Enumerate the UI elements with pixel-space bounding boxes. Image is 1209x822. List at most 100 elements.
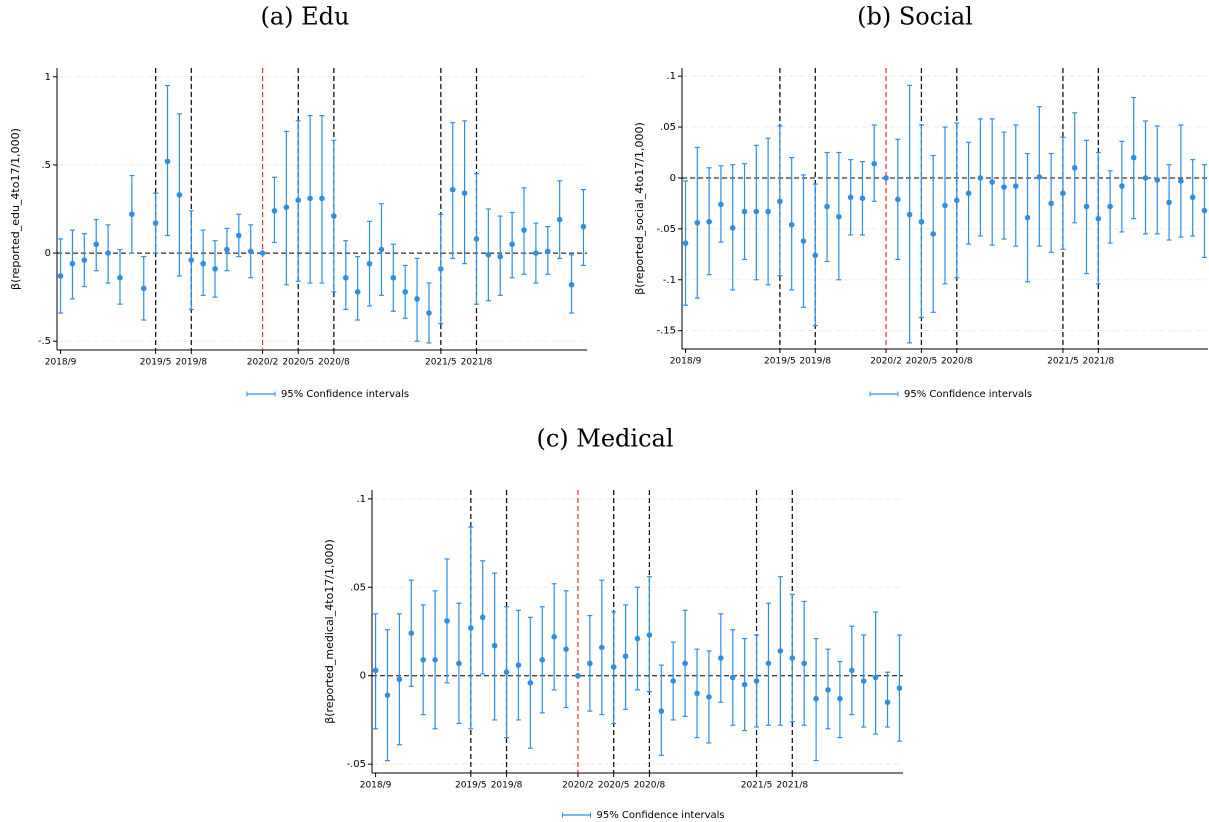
point-estimate xyxy=(568,281,575,288)
point-estimate xyxy=(236,232,242,239)
x-tick-label: 2020/8 xyxy=(318,358,350,368)
point-estimate xyxy=(1178,178,1184,184)
point-estimate xyxy=(420,657,426,663)
point-estimate xyxy=(825,687,831,693)
point-estimate xyxy=(682,240,689,246)
point-estimate xyxy=(847,194,854,201)
point-estimate xyxy=(883,175,889,181)
point-estimate xyxy=(200,260,206,267)
legend-label: 95% Confidence intervals xyxy=(904,389,1032,400)
y-tick-label: 0 xyxy=(670,173,676,184)
point-estimate xyxy=(556,216,563,223)
point-estimate xyxy=(872,674,879,681)
point-estimate xyxy=(176,192,183,198)
point-estimate xyxy=(918,218,925,225)
point-estimate xyxy=(788,221,795,228)
panel: (b) Social β(reported_social_4to17/1,000)… xyxy=(633,3,1208,400)
point-estimate xyxy=(247,248,254,255)
point-estimate xyxy=(497,253,504,260)
x-tick-label: 2018/9 xyxy=(670,357,702,367)
point-estimate xyxy=(105,250,111,256)
point-estimate xyxy=(836,213,842,220)
point-estimate xyxy=(479,614,486,621)
point-estimate xyxy=(930,231,937,237)
point-estimate xyxy=(224,246,230,253)
x-tick-label: 2019/8 xyxy=(799,357,831,367)
point-estimate xyxy=(658,708,665,714)
point-estimate xyxy=(849,667,855,674)
x-tick-label: 2021/8 xyxy=(1082,357,1114,367)
point-estimate xyxy=(977,175,984,181)
legend-label: 95% Confidence intervals xyxy=(281,389,409,400)
panel-title: (b) Social xyxy=(857,3,973,31)
point-estimate xyxy=(473,236,480,242)
point-estimate xyxy=(1083,203,1090,210)
point-estimate xyxy=(295,197,302,203)
point-estimate xyxy=(563,646,569,652)
point-estimate xyxy=(1071,164,1078,171)
point-estimate xyxy=(965,190,972,197)
y-tick-label: 0 xyxy=(360,671,366,682)
point-estimate xyxy=(259,250,266,256)
point-estimate xyxy=(622,653,629,660)
point-estimate xyxy=(152,220,159,226)
point-estimate xyxy=(942,202,948,209)
point-estimate xyxy=(1001,184,1007,190)
point-estimate xyxy=(432,657,438,663)
point-estimate xyxy=(539,657,546,663)
point-estimate xyxy=(837,695,843,702)
point-estimate xyxy=(753,208,760,215)
point-estimate xyxy=(634,635,641,642)
y-tick-label: -.1 xyxy=(663,275,676,286)
legend-label: 95% Confidence intervals xyxy=(597,810,725,821)
point-estimate xyxy=(895,196,901,203)
x-tick-label: 2021/5 xyxy=(1047,357,1079,367)
point-estimate xyxy=(164,158,171,165)
point-estimate xyxy=(402,289,408,295)
y-tick-label: -.5 xyxy=(38,336,51,347)
point-estimate xyxy=(953,197,960,204)
point-estimate xyxy=(1130,154,1137,161)
panel: (c) Medical β(reported_medical_4to17/1,00… xyxy=(323,425,903,821)
x-tick-label: 2021/5 xyxy=(741,781,773,791)
y-tick-label: -.05 xyxy=(346,759,366,770)
x-tick-label: 2020/8 xyxy=(634,781,666,791)
point-estimate xyxy=(1012,183,1019,189)
point-estimate xyxy=(378,246,385,253)
point-estimate xyxy=(449,186,456,193)
point-estimate xyxy=(551,634,557,640)
point-estimate xyxy=(521,227,527,233)
x-tick-label: 2020/2 xyxy=(247,358,279,368)
point-estimate xyxy=(117,274,123,281)
point-estimate xyxy=(319,195,325,202)
point-estimate xyxy=(906,211,913,218)
y-tick-label: .05 xyxy=(660,122,676,133)
x-tick-label: 2019/5 xyxy=(764,357,796,367)
point-estimate xyxy=(396,676,403,683)
point-estimate xyxy=(800,238,807,244)
point-estimate xyxy=(989,179,995,185)
point-estimate xyxy=(1107,203,1113,210)
point-estimate xyxy=(283,204,290,211)
x-tick-label: 2019/5 xyxy=(140,358,172,368)
point-estimate xyxy=(860,678,867,684)
point-estimate xyxy=(896,685,903,691)
point-estimate xyxy=(69,260,76,267)
y-tick-label: 0 xyxy=(45,248,51,259)
point-estimate xyxy=(414,296,420,302)
point-estimate xyxy=(729,674,736,681)
x-tick-label: 2020/5 xyxy=(598,781,630,791)
x-tick-label: 2018/9 xyxy=(45,358,77,368)
point-estimate xyxy=(682,660,688,667)
point-estimate xyxy=(753,678,760,684)
point-estimate xyxy=(57,273,64,279)
point-estimate xyxy=(354,289,361,295)
point-estimate xyxy=(408,630,415,637)
point-estimate xyxy=(580,223,587,230)
point-estimate xyxy=(342,274,349,281)
x-tick-label: 2020/8 xyxy=(941,357,973,367)
y-tick-label: -.05 xyxy=(656,224,676,235)
x-tick-label: 2019/8 xyxy=(175,358,207,368)
y-axis-label: β(reported_edu_4to17/1,000) xyxy=(9,128,22,290)
